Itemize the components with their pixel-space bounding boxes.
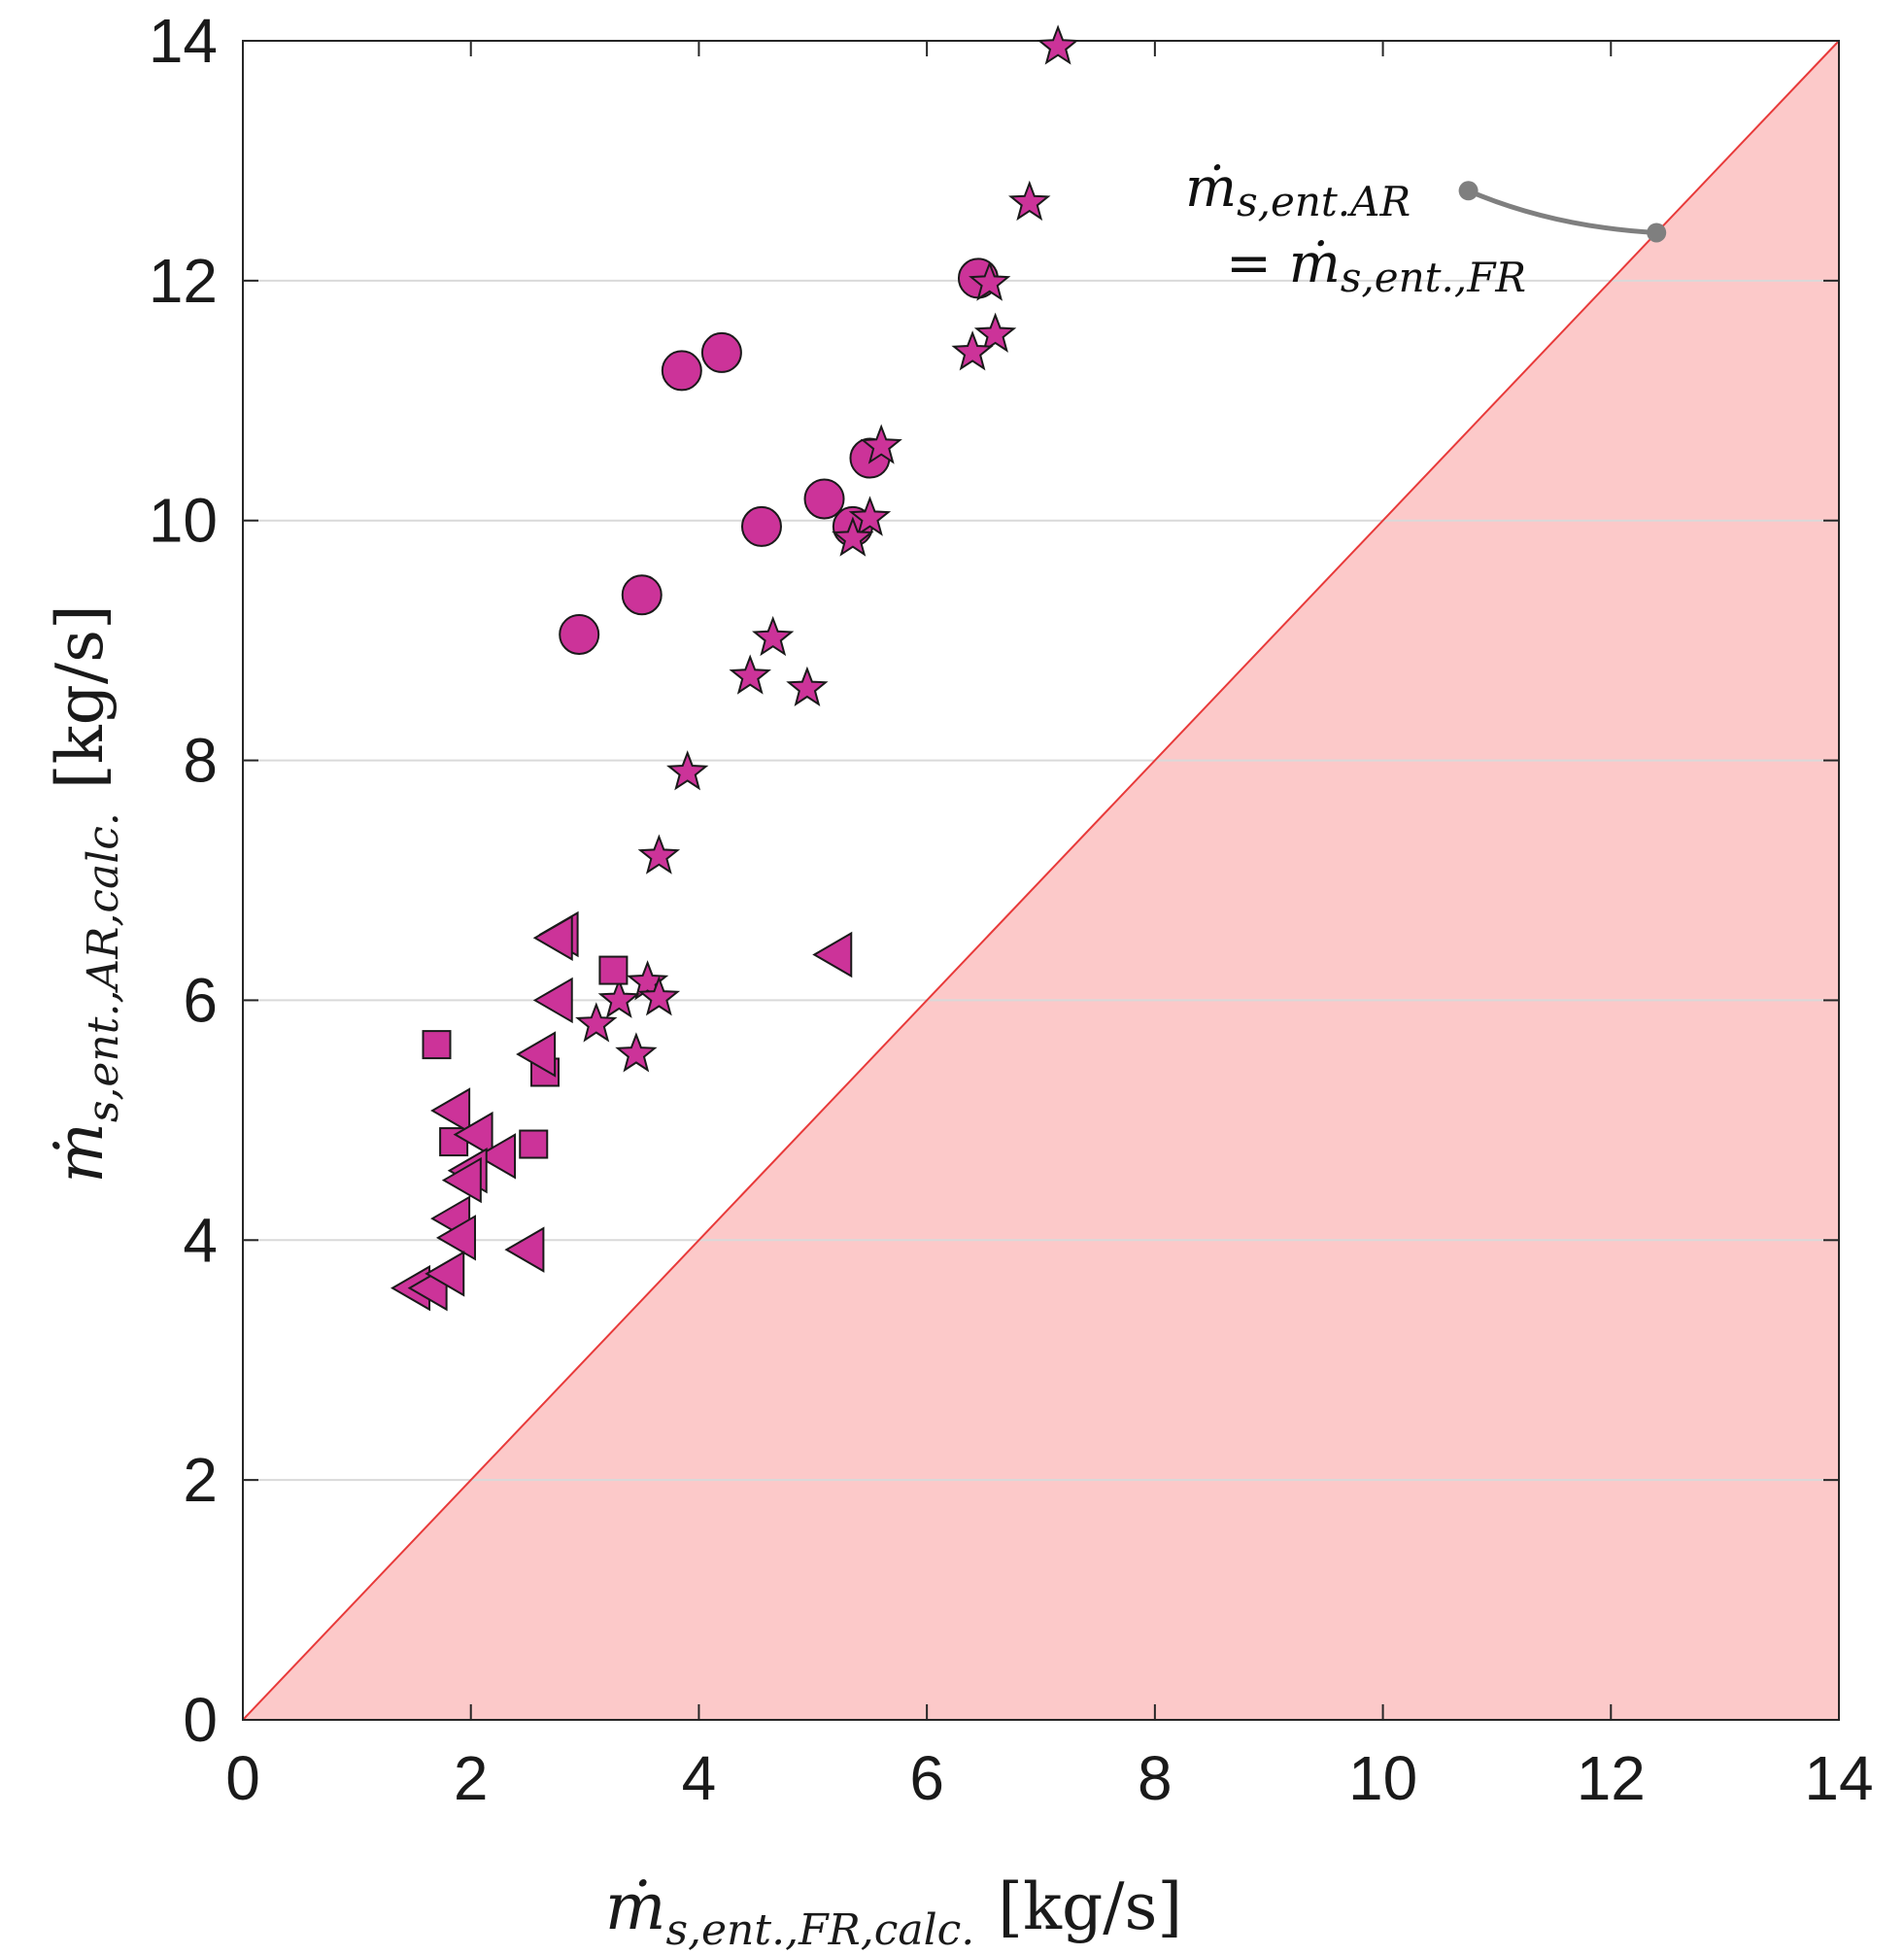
annotation-line-1: ṁs,ent.AR — [1185, 156, 1411, 225]
x-tick-label: 0 — [225, 1743, 260, 1813]
circle-point — [740, 505, 782, 547]
y-tick-label: 10 — [149, 486, 218, 556]
star-point — [752, 615, 795, 657]
star-point — [729, 654, 771, 695]
reference-line-y-equals-x — [242, 40, 1840, 1721]
series-triangles — [391, 910, 853, 1312]
star-point — [597, 978, 640, 1018]
star-point — [615, 1032, 658, 1073]
triangle-point — [435, 1215, 476, 1261]
y-axis-label: ṁs,ent.,AR,calc.[kg/s] — [43, 604, 128, 1183]
y-tick-label: 2 — [183, 1445, 218, 1515]
circle-point — [559, 613, 600, 655]
y-tick-label: 4 — [183, 1205, 218, 1275]
triangle-point — [476, 1133, 517, 1180]
star-point — [969, 260, 1011, 301]
annotation-line-2: = ṁs,ent.,FR — [1226, 232, 1526, 301]
x-tick-label: 14 — [1804, 1743, 1873, 1813]
annotation-pointer-end — [1647, 223, 1667, 243]
star-point — [1008, 180, 1051, 222]
circle-point — [661, 350, 702, 392]
star-point — [575, 1002, 618, 1043]
circle-point — [621, 574, 663, 616]
y-tick-label: 8 — [183, 726, 218, 796]
triangle-point — [425, 1251, 465, 1297]
triangle-point — [453, 1111, 493, 1158]
square-point — [519, 1129, 549, 1159]
annotation-pointer-start — [1458, 181, 1479, 201]
plot-area — [242, 24, 1840, 1721]
series-stars — [575, 24, 1079, 1073]
circle-point — [700, 331, 742, 373]
equality-annotation: ṁs,ent.AR = ṁs,ent.,FR — [1185, 156, 1667, 301]
star-point — [832, 516, 874, 557]
y-axis-ticks: 0 2 4 6 8 10 12 14 — [149, 6, 1839, 1755]
triangle-point — [516, 1031, 557, 1078]
triangle-point — [504, 1226, 545, 1273]
star-point — [666, 750, 709, 791]
y-tick-label: 14 — [149, 6, 218, 76]
triangle-point — [532, 914, 573, 961]
star-point — [1037, 24, 1079, 65]
y-tick-label: 0 — [183, 1685, 218, 1755]
star-point — [626, 960, 669, 1001]
star-point — [848, 496, 892, 536]
star-point — [973, 312, 1017, 353]
x-tick-label: 10 — [1348, 1743, 1417, 1813]
x-tick-label: 2 — [454, 1743, 489, 1813]
star-point — [951, 330, 994, 371]
triangle-point — [430, 1087, 471, 1134]
x-tick-label: 12 — [1577, 1743, 1646, 1813]
y-tick-label: 12 — [149, 246, 218, 316]
square-point — [598, 955, 629, 985]
star-point — [637, 976, 681, 1016]
x-axis-ticks: 0 2 4 6 8 10 12 14 — [225, 41, 1874, 1813]
star-point — [860, 424, 902, 464]
star-point — [786, 666, 829, 706]
x-axis-label: ṁs,ent.,FR,calc. [kg/s] — [605, 1869, 1182, 1955]
annotation-pointer-line — [1467, 188, 1657, 235]
x-tick-label: 4 — [682, 1743, 717, 1813]
square-point — [422, 1030, 452, 1060]
triangle-point — [812, 931, 853, 978]
y-tick-label: 6 — [183, 965, 218, 1035]
triangle-point — [441, 1156, 482, 1204]
star-point — [637, 834, 681, 875]
x-tick-label: 6 — [909, 1743, 944, 1813]
circle-point — [803, 478, 845, 520]
x-tick-label: 8 — [1138, 1743, 1173, 1813]
triangle-point — [532, 977, 573, 1024]
